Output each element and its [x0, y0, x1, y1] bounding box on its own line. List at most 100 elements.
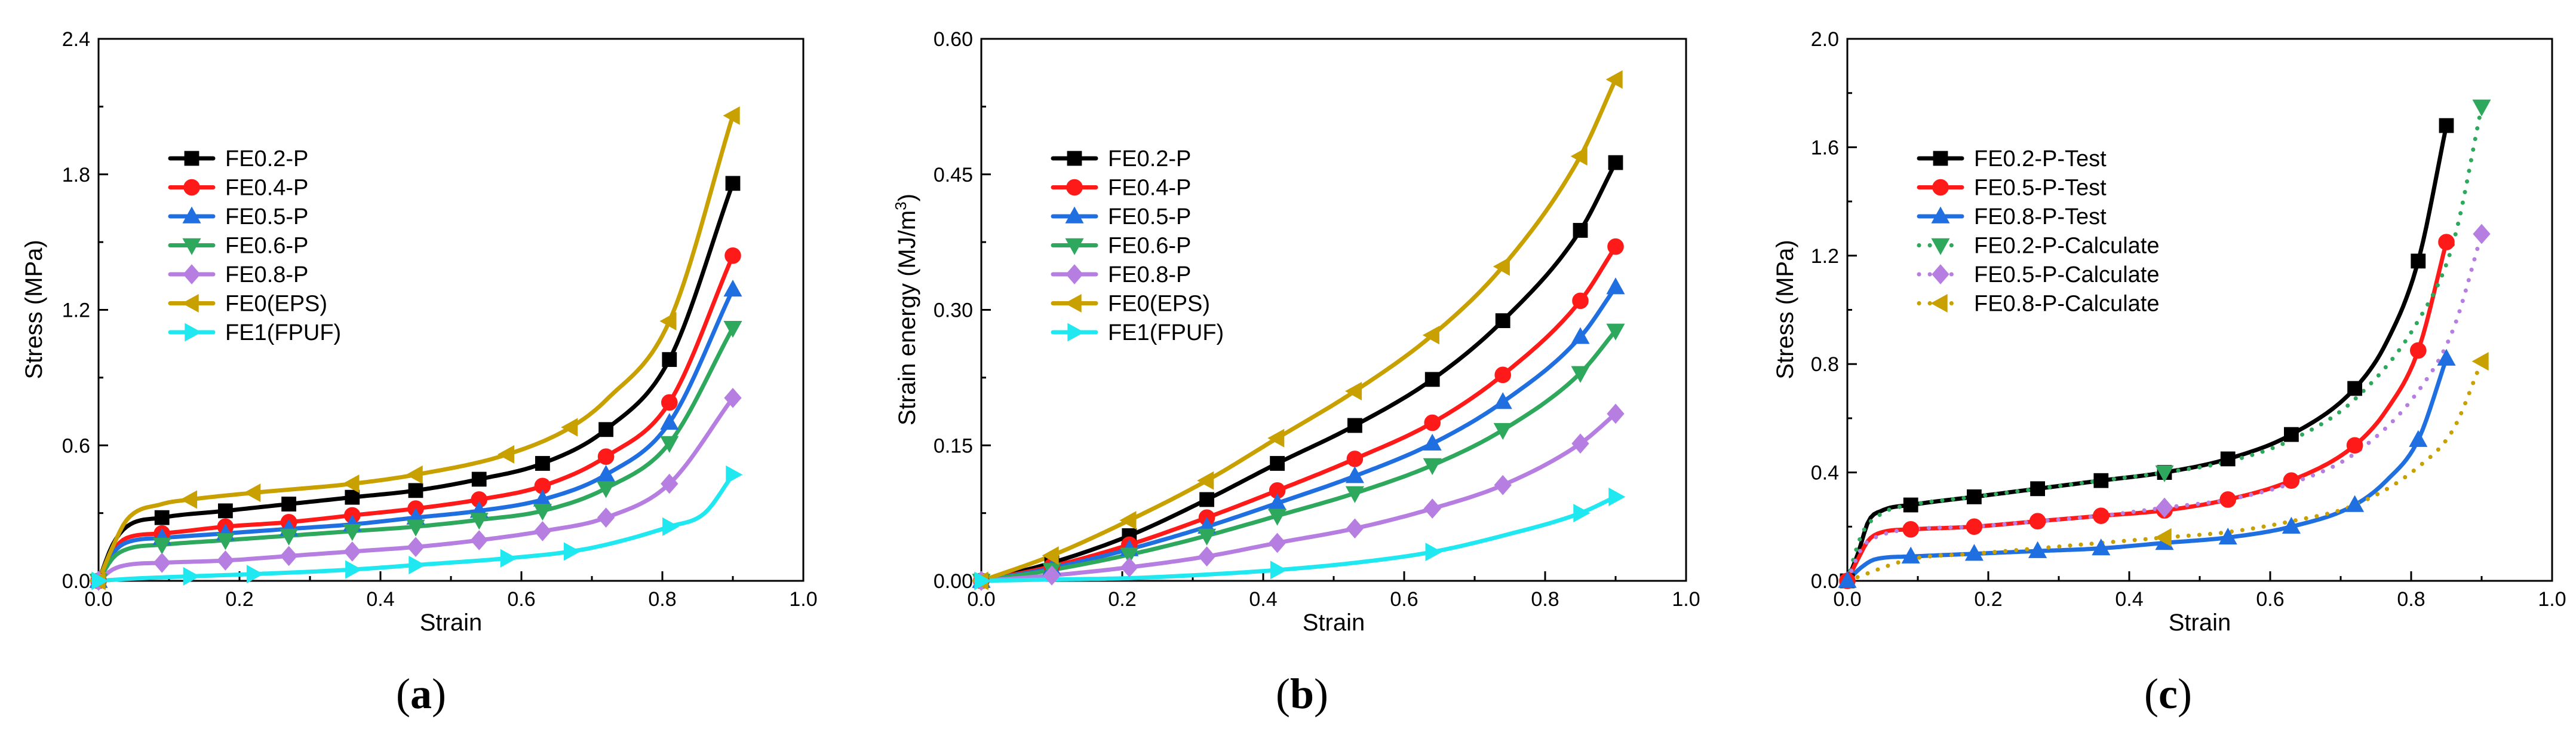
panel-c-y-ticks: 0.0 0.4 0.8 1.2 1.6 2.0 — [1811, 28, 1857, 593]
data-point-fe0-8-p — [1043, 565, 1061, 586]
legend-marker — [1932, 179, 1949, 196]
legend-label: FE0.5-P-Calculate — [1974, 262, 2159, 287]
legend-marker — [1065, 206, 1084, 223]
data-point-fe0-2-p — [218, 503, 233, 519]
data-point-fe0-8-p — [1346, 518, 1364, 539]
panel-b-y-ticks: 0.00 0.15 0.30 0.45 0.60 — [934, 28, 991, 593]
legend-label: FE1(FPUF) — [1108, 320, 1224, 345]
data-point-fe0-8-p-test — [2409, 430, 2428, 447]
data-point-fe0-6-p — [152, 537, 171, 555]
data-point-fe0-5-p-calculate — [2156, 497, 2173, 518]
data-point-fe0-8-p — [1494, 474, 1512, 495]
legend-marker — [1067, 151, 1082, 166]
data-point-fe0-5-p — [1423, 433, 1442, 451]
legend-label: FE0.4-P — [1108, 176, 1191, 201]
legend-label: FE0.5-P — [1108, 204, 1191, 229]
panel-c-legend: FE0.2-P-Test FE0.5-P-Test FE0.8-P-Test FE0.… — [1917, 146, 2159, 317]
data-point-fe0-2-p-test — [2284, 427, 2299, 442]
data-point-fe0-5-p — [1493, 392, 1512, 409]
panel-a-legend: FE0.2-P FE0.4-P FE0.5-P FE0.6-P FE0.8-P FE0(E… — [168, 146, 341, 345]
data-point-fe0-6-p — [1571, 366, 1590, 383]
data-point-fe0-6-p — [343, 524, 362, 541]
y-tick-label: 0.0 — [62, 570, 90, 593]
data-point-fe0-5-p-test — [1966, 518, 1983, 535]
data-point-fe1-fpuf- — [246, 565, 264, 584]
panel-a-x-ticks: 0.0 0.2 0.4 0.6 0.8 1.0 — [84, 571, 818, 611]
data-point-fe0-2-p — [1199, 492, 1214, 507]
data-point-fe0-eps- — [1119, 511, 1137, 530]
data-point-fe0-2-p — [1424, 372, 1440, 387]
data-point-fe1-fpuf- — [1270, 561, 1288, 580]
legend-marker — [183, 264, 201, 284]
legend-label: FE0.2-P — [225, 146, 308, 172]
data-point-fe0-eps- — [561, 418, 578, 437]
data-point-fe0-6-p — [597, 481, 616, 498]
panel-b-legend: FE0.2-P FE0.4-P FE0.5-P FE0.6-P FE0.8-P FE0(E… — [1051, 146, 1224, 345]
y-tick-label: 2.0 — [1811, 28, 1839, 51]
data-point-fe0-8-p — [1607, 403, 1625, 424]
data-point-fe0-2-p — [408, 483, 423, 498]
data-point-fe0-6-p — [1120, 547, 1139, 565]
series-line-fe0-5-p — [979, 285, 1618, 583]
data-point-fe1-fpuf- — [1573, 504, 1591, 523]
legend-marker — [1930, 293, 1948, 313]
series-line-fe0-eps- — [979, 77, 1618, 583]
legend-label: FE0.6-P — [225, 234, 308, 259]
panel-c: 0.0 0.2 0.4 0.6 0.8 1.0 0.0 0.4 0.8 1.2 1.6 2.0 FE… — [1772, 28, 2566, 718]
legend-label: FE0.8-P — [1108, 262, 1191, 287]
x-tick-label: 0.4 — [366, 588, 394, 611]
data-point-fe0-eps- — [1197, 471, 1214, 490]
data-point-fe0-5-p-test — [2283, 472, 2300, 489]
data-point-fe0-eps- — [1422, 326, 1439, 345]
legend-marker — [182, 238, 201, 255]
legend-label: FE0.2-P — [1108, 146, 1191, 172]
data-point-fe0-6-p — [280, 528, 299, 546]
data-point-fe0-8-p — [280, 546, 298, 567]
legend-marker — [1066, 264, 1083, 284]
panel-a-x-title: Strain — [420, 610, 483, 636]
legend-label: FE0.4-P — [225, 176, 308, 201]
data-point-fe0-2-p — [662, 352, 677, 368]
data-point-fe0-8-p — [1120, 557, 1138, 578]
data-point-fe0-8-p — [1198, 546, 1216, 567]
data-point-fe1-fpuf- — [662, 517, 680, 536]
data-point-fe0-5-p — [660, 413, 679, 430]
data-point-fe0-2-p-test — [1967, 489, 1982, 504]
data-point-fe0-8-p — [597, 507, 615, 528]
y-tick-label: 0.30 — [934, 299, 973, 322]
x-tick-label: 0.2 — [1974, 588, 2002, 611]
legend-label: FE0.2-P-Calculate — [1974, 234, 2159, 259]
legend-marker — [1931, 206, 1950, 223]
data-point-fe1-fpuf- — [183, 567, 200, 586]
data-point-fe0-5-p-test — [1902, 521, 1919, 538]
data-point-fe0-2-p-test — [2220, 451, 2236, 467]
y-tick-label: 0.00 — [934, 570, 973, 593]
data-point-fe0-6-p — [660, 436, 679, 453]
legend-marker — [182, 206, 201, 223]
panel-c-y-title: Stress (MPa) — [1772, 240, 1798, 379]
data-point-fe0-6-p — [1268, 509, 1287, 526]
data-point-fe0-5-p-test — [2410, 342, 2427, 359]
legend-label: FE0.5-P — [225, 204, 308, 229]
panel-b-x-ticks: 0.0 0.2 0.4 0.6 0.8 1.0 — [967, 571, 1700, 611]
data-point-fe0-5-p-test — [2346, 437, 2363, 454]
data-point-fe0-eps- — [1344, 382, 1362, 401]
data-point-fe0-2-p-calculate — [2472, 99, 2491, 117]
y-tick-label: 0.15 — [934, 434, 973, 457]
data-point-fe0-8-p-test — [2218, 528, 2237, 545]
legend-marker — [1932, 264, 1949, 284]
panel-b-label: (b) — [1276, 670, 1328, 718]
data-point-fe0-4-p — [1346, 451, 1364, 467]
data-point-fe0-2-p — [281, 497, 297, 512]
legend-label: FE1(FPUF) — [225, 320, 341, 345]
panel-c-markers — [1838, 99, 2491, 589]
data-point-fe0-eps- — [1493, 257, 1510, 276]
data-point-fe0-eps- — [342, 474, 360, 494]
legend-marker — [1931, 238, 1950, 255]
data-point-fe0-6-p — [1423, 458, 1442, 475]
x-tick-label: 0.6 — [1390, 588, 1418, 611]
y-tick-label: 0.4 — [1811, 462, 1839, 485]
data-point-fe0-5-p — [723, 280, 742, 297]
legend-label: FE0(EPS) — [225, 292, 327, 317]
panel-a-y-ticks: 0.0 0.6 1.2 1.8 2.4 — [62, 28, 108, 593]
